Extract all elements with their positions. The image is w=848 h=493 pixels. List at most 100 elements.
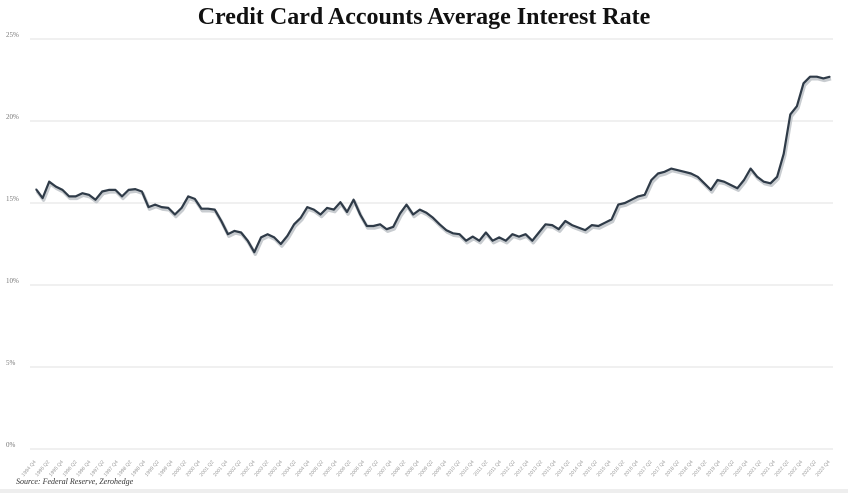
data-point — [48, 181, 50, 183]
data-point — [194, 198, 196, 200]
data-point — [577, 227, 580, 229]
data-point — [220, 220, 222, 222]
data-point — [108, 189, 110, 191]
data-point — [657, 172, 659, 175]
data-point — [174, 213, 176, 216]
data-point — [796, 105, 798, 107]
data-point — [61, 189, 64, 191]
y-tick-label: 0% — [6, 441, 16, 449]
data-point — [743, 179, 745, 181]
data-point — [379, 223, 381, 225]
data-point — [591, 224, 593, 226]
data-point — [260, 236, 262, 239]
data-point — [663, 171, 666, 173]
data-point — [75, 195, 77, 198]
data-point — [650, 179, 652, 181]
data-point — [161, 206, 163, 208]
data-point — [822, 77, 824, 79]
data-point — [154, 204, 156, 206]
data-point — [710, 189, 712, 191]
data-point — [187, 195, 189, 198]
y-tick-label: 25% — [6, 31, 19, 39]
data-point — [55, 186, 57, 188]
data-point — [485, 231, 487, 234]
data-point — [525, 233, 527, 235]
y-tick-label: 5% — [6, 359, 16, 367]
data-point — [200, 208, 203, 210]
data-point — [716, 179, 719, 181]
data-point — [789, 113, 791, 116]
data-point — [511, 233, 513, 235]
data-point — [452, 232, 454, 234]
source-note: Source: Federal Reserve, Zerohedge — [16, 477, 134, 486]
data-point — [584, 229, 586, 231]
data-point — [683, 171, 686, 173]
data-point — [564, 220, 566, 222]
data-point — [207, 208, 209, 210]
data-point — [412, 213, 414, 216]
data-point — [816, 76, 818, 78]
x-tick-label: 2023 Q4 — [815, 459, 832, 478]
data-point — [134, 188, 136, 190]
data-point — [505, 240, 507, 242]
data-point — [472, 236, 474, 238]
y-tick-label: 15% — [6, 195, 19, 203]
bottom-border — [0, 489, 848, 493]
data-point — [94, 199, 97, 201]
data-point — [372, 225, 375, 227]
data-point — [703, 182, 705, 184]
data-point — [35, 188, 37, 190]
data-point — [266, 233, 269, 235]
data-point — [293, 223, 295, 225]
data-point — [478, 240, 480, 242]
data-point — [339, 201, 341, 203]
series-line — [35, 75, 831, 254]
data-point — [750, 167, 752, 170]
data-point — [253, 251, 255, 253]
data-point — [465, 240, 467, 242]
data-point — [88, 194, 90, 196]
data-point — [445, 229, 447, 231]
data-point — [405, 204, 408, 206]
y-tick-label: 20% — [6, 113, 19, 121]
data-point — [776, 176, 778, 178]
data-point — [366, 225, 368, 227]
data-point — [346, 211, 348, 213]
data-point — [180, 207, 183, 209]
data-point — [624, 202, 626, 204]
data-point — [736, 187, 738, 189]
data-point — [630, 199, 633, 201]
data-point — [419, 208, 421, 211]
data-point — [392, 226, 394, 228]
data-point — [68, 195, 70, 198]
data-point — [114, 189, 116, 191]
data-point — [644, 194, 646, 196]
chart-title: Credit Card Accounts Average Interest Ra… — [197, 4, 651, 30]
data-point — [319, 213, 322, 216]
data-point — [829, 76, 831, 78]
data-point — [611, 218, 613, 220]
data-point — [141, 190, 143, 193]
data-point — [313, 208, 315, 211]
data-point — [677, 169, 679, 171]
data-point — [167, 207, 169, 209]
series-shadow — [35, 76, 832, 256]
data-point — [690, 172, 692, 175]
data-point — [558, 228, 560, 230]
data-point — [432, 217, 434, 219]
data-point — [240, 231, 242, 234]
data-point — [604, 222, 606, 224]
data-point — [273, 236, 275, 239]
data-point — [769, 182, 772, 184]
y-tick-label: 10% — [6, 277, 19, 285]
data-point — [637, 195, 639, 198]
data-point — [531, 240, 533, 242]
data-point — [214, 208, 216, 211]
data-point — [300, 217, 302, 219]
data-point — [730, 184, 732, 186]
data-point — [280, 243, 282, 245]
data-point — [756, 176, 758, 178]
data-point — [353, 199, 355, 201]
data-point — [802, 82, 805, 84]
